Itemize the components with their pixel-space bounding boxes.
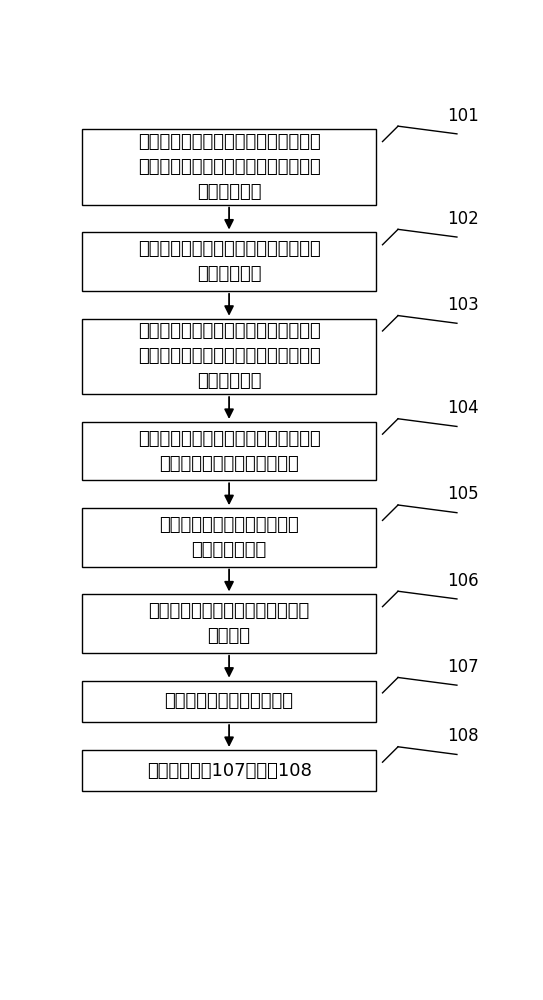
Text: 105: 105 bbox=[447, 485, 478, 503]
FancyArrowPatch shape bbox=[225, 294, 233, 314]
Text: 108: 108 bbox=[447, 727, 478, 745]
Text: 106: 106 bbox=[447, 572, 478, 590]
FancyArrowPatch shape bbox=[225, 656, 233, 676]
Text: 对固着藻藻坪系统进行清理: 对固着藻藻坪系统进行清理 bbox=[165, 692, 294, 710]
Text: 运行固着藻藻坪系统，对养殖水体
进行净化: 运行固着藻藻坪系统，对养殖水体 进行净化 bbox=[148, 602, 310, 645]
Bar bbox=[82, 750, 376, 791]
Bar bbox=[82, 232, 376, 291]
Text: 根据最大生长速率，确定所需的滞留时
间和水体深度: 根据最大生长速率，确定所需的滞留时 间和水体深度 bbox=[138, 240, 320, 283]
Text: 根据最大生长速率、最大有害物质去除
效率，确定养殖水体的处理量: 根据最大生长速率、最大有害物质去除 效率，确定养殖水体的处理量 bbox=[138, 430, 320, 473]
Text: 获取固着藻类生物量及其发育发育特定
生物量所需要的时间，确定固着藻类的
最大生长速率: 获取固着藻类生物量及其发育发育特定 生物量所需要的时间，确定固着藻类的 最大生长… bbox=[138, 133, 320, 201]
FancyArrowPatch shape bbox=[225, 207, 233, 228]
FancyArrowPatch shape bbox=[225, 725, 233, 745]
Text: 循环上述步骤107和步骤108: 循环上述步骤107和步骤108 bbox=[147, 762, 312, 780]
Text: 104: 104 bbox=[447, 399, 478, 417]
Bar bbox=[82, 508, 376, 567]
Bar bbox=[82, 594, 376, 653]
FancyArrowPatch shape bbox=[225, 569, 233, 590]
Text: 根据养殖水体的处理量，构建
固着藻藻坪系统: 根据养殖水体的处理量，构建 固着藻藻坪系统 bbox=[159, 516, 299, 559]
Bar bbox=[82, 422, 376, 480]
FancyArrowPatch shape bbox=[225, 397, 233, 417]
Bar bbox=[82, 319, 376, 394]
Bar bbox=[82, 681, 376, 722]
Text: 模拟污染物去除效率与滞留时间、处理
负荷以及滞留时间的关系，确定最大污
染物去除效率: 模拟污染物去除效率与滞留时间、处理 负荷以及滞留时间的关系，确定最大污 染物去除… bbox=[138, 322, 320, 390]
Bar bbox=[82, 129, 376, 205]
Text: 101: 101 bbox=[447, 107, 478, 125]
FancyArrowPatch shape bbox=[225, 483, 233, 503]
Text: 107: 107 bbox=[447, 658, 478, 676]
Text: 103: 103 bbox=[447, 296, 478, 314]
Text: 102: 102 bbox=[447, 210, 478, 228]
